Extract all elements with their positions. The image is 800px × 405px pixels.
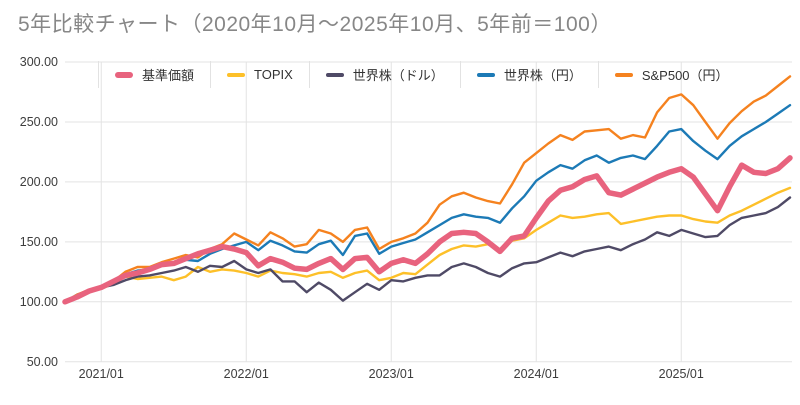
x-axis-tick-label: 2023/01 <box>369 367 414 381</box>
legend-label: 基準価額 <box>142 68 195 83</box>
chart-title: 5年比較チャート（2020年10月～2025年10月、5年前＝100） <box>18 13 612 36</box>
y-axis-tick-label: 200.00 <box>20 175 58 189</box>
x-axis-tick-label: 2022/01 <box>224 367 269 381</box>
legend-label: 世界株（円） <box>503 68 582 83</box>
legend-swatch-icon <box>227 72 246 77</box>
legend-swatch-icon <box>325 72 344 77</box>
legend-item-TOPIX[interactable]: TOPIX <box>210 61 309 88</box>
legend-item-世界株（ドル）[interactable]: 世界株（ドル） <box>308 61 460 88</box>
y-axis-tick-label: 100.00 <box>20 295 58 309</box>
legend-item-S&P500（円）[interactable]: S&P500（円） <box>597 61 745 88</box>
legend-swatch-icon <box>115 71 133 78</box>
legend-swatch-icon <box>476 72 495 77</box>
series-line-世界株（ドル） <box>63 196 792 303</box>
legend-item-基準価額[interactable]: 基準価額 <box>98 61 210 88</box>
series-line-基準価額 <box>62 155 793 305</box>
legend-swatch-icon <box>614 72 633 77</box>
legend-label: S&P500（円） <box>641 68 729 83</box>
y-axis-tick-label: 300.00 <box>20 55 58 69</box>
series-line-S&P500（円） <box>63 75 792 303</box>
legend-label: 世界株（ドル） <box>352 68 444 83</box>
series-line-TOPIX <box>63 186 792 303</box>
y-axis-tick-label: 250.00 <box>20 115 58 129</box>
legend-label: TOPIX <box>254 67 293 82</box>
x-axis-tick-label: 2025/01 <box>659 367 704 381</box>
legend-item-世界株（円）[interactable]: 世界株（円） <box>459 61 598 88</box>
y-axis-tick-label: 150.00 <box>20 235 58 249</box>
chart-legend: 基準価額 TOPIX 世界株（ドル） 世界株（円） S&P500（円） <box>98 61 745 88</box>
x-axis-tick-label: 2024/01 <box>514 367 559 381</box>
x-axis-tick-label: 2021/01 <box>79 367 124 381</box>
y-axis-tick-label: 50.00 <box>27 355 58 369</box>
